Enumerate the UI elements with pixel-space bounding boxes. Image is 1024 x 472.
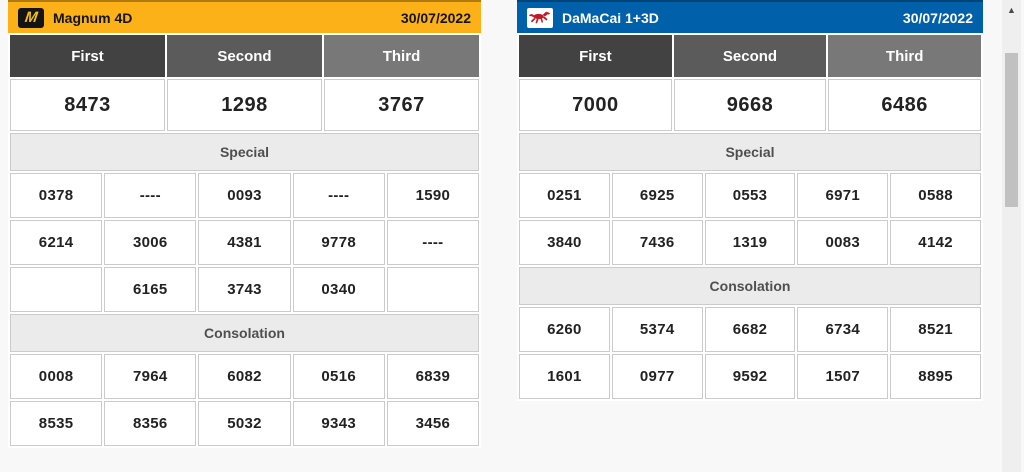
magnum-panel-title: Magnum 4D xyxy=(53,9,133,26)
scrollbar-thumb[interactable] xyxy=(1005,53,1018,207)
damacai-special-number: 7436 xyxy=(611,220,703,265)
damacai-consolation-number: 8521 xyxy=(890,307,981,352)
magnum-consolation-number: 7964 xyxy=(104,354,197,399)
magnum-special-number: ---- xyxy=(292,173,385,218)
damacai-special-number: 1319 xyxy=(704,220,796,265)
magnum-special-number: 4381 xyxy=(198,220,291,265)
damacai-panel-header: DaMaCai 1+3D 30/07/2022 xyxy=(517,0,983,33)
magnum-results-table: First Second Third 8473 1298 3767 Specia… xyxy=(8,33,481,448)
magnum-third-prize: 3767 xyxy=(323,79,479,131)
damacai-special-number: 3840 xyxy=(519,220,610,265)
damacai-consolation-number: 8895 xyxy=(890,354,981,399)
damacai-third-prize: 6486 xyxy=(828,79,981,131)
damacai-panel-title: DaMaCai 1+3D xyxy=(562,9,659,26)
damacai-special-number: 0553 xyxy=(704,173,796,218)
results-page: M Magnum 4D 30/07/2022 First Second Thir… xyxy=(8,0,983,448)
magnum-special-section-label: Special xyxy=(10,133,479,171)
magnum-second-prize: 1298 xyxy=(166,79,322,131)
magnum-consolation-number: 5032 xyxy=(198,401,291,446)
magnum-special-number: 0378 xyxy=(10,173,103,218)
magnum-special-number: 3743 xyxy=(198,267,291,312)
magnum-consolation-number: 8535 xyxy=(10,401,103,446)
magnum-consolation-number: 8356 xyxy=(104,401,197,446)
damacai-1plus3d-panel: DaMaCai 1+3D 30/07/2022 First Second Thi… xyxy=(517,0,983,401)
magnum-first-prize: 8473 xyxy=(10,79,165,131)
damacai-special-number: 6971 xyxy=(797,173,889,218)
damacai-horse-logo-icon xyxy=(527,7,553,28)
magnum-header-second: Second xyxy=(166,35,322,77)
damacai-second-prize: 9668 xyxy=(673,79,827,131)
damacai-consolation-number: 6682 xyxy=(704,307,796,352)
damacai-special-number: 6925 xyxy=(611,173,703,218)
magnum-consolation-number: 9343 xyxy=(292,401,385,446)
damacai-draw-date: 30/07/2022 xyxy=(902,9,973,26)
magnum-special-number: 9778 xyxy=(292,220,385,265)
magnum-consolation-number: 6839 xyxy=(386,354,479,399)
magnum-draw-date: 30/07/2022 xyxy=(400,9,471,26)
damacai-special-section-label: Special xyxy=(519,133,981,171)
damacai-first-prize: 7000 xyxy=(519,79,672,131)
damacai-special-number: 0083 xyxy=(797,220,889,265)
damacai-consolation-number: 6734 xyxy=(797,307,889,352)
magnum-logo-letter: M xyxy=(23,9,39,26)
damacai-special-number: 0251 xyxy=(519,173,610,218)
damacai-header-third: Third xyxy=(828,35,981,77)
magnum-special-number: 6214 xyxy=(10,220,103,265)
magnum-special-number: ---- xyxy=(104,173,197,218)
damacai-special-number: 0588 xyxy=(890,173,981,218)
damacai-header-first: First xyxy=(519,35,672,77)
magnum-special-number: 6165 xyxy=(104,267,197,312)
magnum-logo-icon: M xyxy=(18,7,44,28)
magnum-consolation-number: 6082 xyxy=(198,354,291,399)
damacai-header-second: Second xyxy=(673,35,827,77)
damacai-consolation-number: 6260 xyxy=(519,307,610,352)
magnum-panel-header: M Magnum 4D 30/07/2022 xyxy=(8,0,481,33)
magnum-consolation-number: 0008 xyxy=(10,354,103,399)
magnum-header-first: First xyxy=(10,35,165,77)
magnum-header-third: Third xyxy=(323,35,479,77)
damacai-consolation-number: 0977 xyxy=(611,354,703,399)
damacai-consolation-number: 1601 xyxy=(519,354,610,399)
magnum-special-number: 3006 xyxy=(104,220,197,265)
magnum-special-number: 0340 xyxy=(292,267,385,312)
damacai-special-number: 4142 xyxy=(890,220,981,265)
magnum-4d-panel: M Magnum 4D 30/07/2022 First Second Thir… xyxy=(8,0,481,448)
damacai-consolation-number: 1507 xyxy=(797,354,889,399)
scroll-up-arrow-icon[interactable]: ▲ xyxy=(1007,5,1016,15)
damacai-consolation-section-label: Consolation xyxy=(519,267,981,305)
magnum-consolation-number: 3456 xyxy=(386,401,479,446)
magnum-consolation-section-label: Consolation xyxy=(10,314,479,352)
magnum-special-number: 0093 xyxy=(198,173,291,218)
magnum-special-number-empty xyxy=(10,267,103,312)
damacai-results-table: First Second Third 7000 9668 6486 Specia… xyxy=(517,33,983,401)
magnum-special-number-empty xyxy=(386,267,479,312)
magnum-special-number: 1590 xyxy=(386,173,479,218)
damacai-consolation-number: 5374 xyxy=(611,307,703,352)
magnum-consolation-number: 0516 xyxy=(292,354,385,399)
vertical-scrollbar[interactable]: ▲ xyxy=(1002,0,1021,472)
damacai-consolation-number: 9592 xyxy=(704,354,796,399)
magnum-special-number: ---- xyxy=(386,220,479,265)
